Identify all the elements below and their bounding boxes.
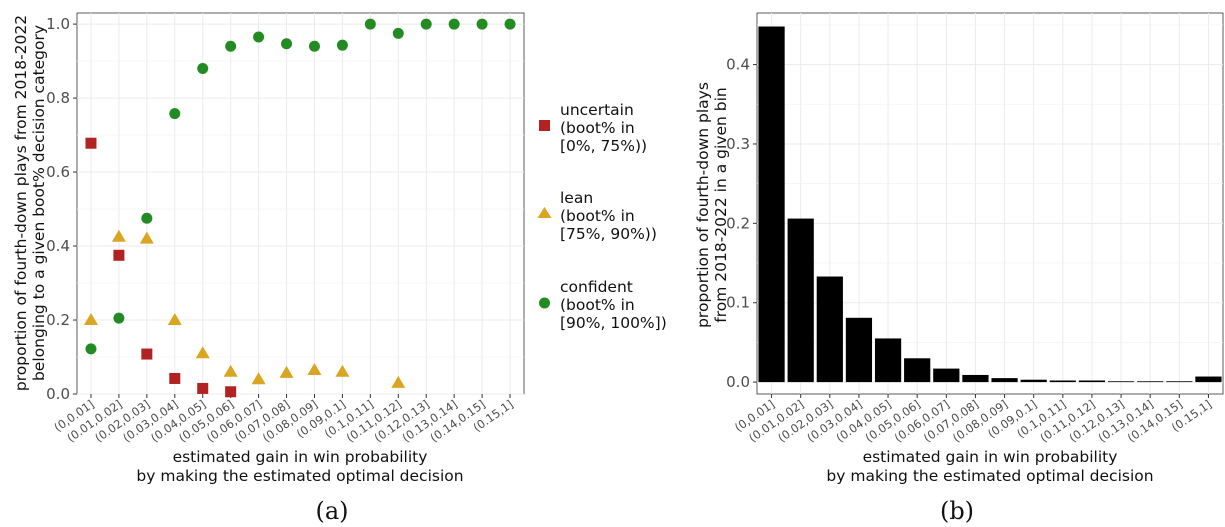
bar	[1107, 381, 1135, 383]
confident-point	[420, 18, 432, 30]
confident-point	[197, 62, 209, 74]
bar	[991, 378, 1018, 383]
lean-point	[111, 229, 126, 242]
legend-lean-line2: (boot% in	[560, 207, 635, 225]
legend-confident-line1: confident	[560, 278, 633, 296]
bar	[933, 368, 960, 383]
panel-a-y-tick-label: 0.8	[46, 89, 70, 107]
uncertain-point	[113, 249, 125, 261]
panel-b-gridlines	[757, 13, 1223, 394]
panel-b-bars	[758, 26, 1222, 383]
confident-point	[225, 40, 237, 52]
confident-point	[476, 18, 488, 30]
panel-a-data-points	[83, 18, 516, 398]
bar	[758, 26, 785, 383]
confident-point	[392, 27, 404, 39]
uncertain-point	[141, 348, 153, 360]
panel-b-x-label-line2: by making the estimated optimal decision	[826, 467, 1153, 485]
bar	[1166, 381, 1193, 383]
panel-a-y-label-line2: belonging to a given boot% decision cate…	[30, 25, 48, 381]
confident-point	[448, 18, 460, 30]
confident-point	[141, 212, 153, 224]
confident-point	[308, 40, 320, 52]
bar	[845, 317, 873, 383]
bar	[904, 358, 931, 383]
lean-point	[195, 346, 210, 359]
legend-confident-marker	[539, 297, 550, 309]
panel-a-plot-area	[76, 12, 525, 395]
bar	[1078, 380, 1106, 383]
panel-a-x-ticks: (0,0.01](0.01,0.02](0.02,0.03](0.03,0.04…	[51, 394, 516, 445]
panel-a-gridlines	[77, 13, 524, 395]
panel-a-x-label-line1: estimated gain in win probability	[173, 448, 428, 466]
confident-point	[85, 343, 97, 355]
lean-point	[391, 375, 406, 388]
bar	[1195, 376, 1222, 383]
panel-b-y-tick-label: 0.3	[726, 135, 750, 153]
lean-point	[139, 231, 154, 244]
panel-b-x-ticks: (0,0.01](0.01,0.02](0.02,0.03](0.03,0.04…	[732, 394, 1214, 445]
panel-b-y-tick-label: 0.4	[726, 56, 750, 74]
panel-b-y-tick-label: 0.0	[726, 373, 750, 391]
confident-point	[504, 18, 516, 30]
bar	[1020, 379, 1047, 383]
confident-point	[281, 38, 293, 50]
bar	[962, 374, 989, 383]
lean-point	[307, 362, 322, 375]
confident-point	[113, 312, 125, 324]
uncertain-point	[85, 137, 97, 149]
panel-b-y-tick-label: 0.1	[726, 294, 750, 312]
confident-point	[169, 108, 181, 120]
bar	[1137, 381, 1164, 383]
uncertain-point	[225, 386, 237, 398]
panel-b-y-ticks: 0.0 0.1 0.2 0.3 0.4	[726, 56, 757, 391]
panel-b-y-label-line1: proportion of fourth-down plays	[694, 82, 712, 328]
lean-point	[335, 364, 350, 377]
panel-a-y-ticks: 0.0 0.2 0.4 0.6 0.8 1.0	[46, 15, 77, 403]
panel-b-y-tick-label: 0.2	[726, 214, 750, 232]
bar	[1049, 380, 1076, 383]
panel-a-y-tick-label: 1.0	[46, 15, 70, 33]
confident-point	[253, 31, 265, 43]
panel-a-caption: (a)	[315, 497, 348, 525]
panel-a-y-tick-label: 0.2	[46, 311, 70, 329]
legend-confident-line3: [90%, 100%])	[560, 314, 667, 332]
confident-point	[336, 39, 348, 51]
panel-a-x-label-line2: by making the estimated optimal decision	[136, 467, 463, 485]
legend-lean-line1: lean	[560, 189, 593, 207]
bar	[874, 338, 902, 383]
legend-uncertain-marker	[539, 120, 550, 131]
lean-point	[167, 313, 182, 326]
panel-a-y-tick-label: 0.4	[46, 237, 70, 255]
legend-lean-line3: [75%, 90%))	[560, 225, 657, 243]
lean-point	[279, 365, 294, 378]
panel-a-y-label-line1: proportion of fourth-down plays from 201…	[12, 15, 30, 391]
confident-point	[364, 18, 376, 30]
legend-confident-line2: (boot% in	[560, 296, 635, 314]
panel-b-y-label-line2: from 2018-2022 in a given bin	[712, 87, 730, 322]
panel-b-caption: (b)	[940, 497, 974, 525]
lean-point	[83, 313, 98, 326]
lean-point	[251, 372, 266, 385]
uncertain-point	[169, 372, 181, 384]
legend-uncertain-line2: (boot% in	[560, 119, 635, 137]
lean-point	[223, 364, 238, 377]
panel-a-y-tick-label: 0.6	[46, 163, 70, 181]
panel-a-legend: uncertain (boot% in [0%, 75%)) lean (boo…	[537, 101, 667, 332]
panel-a-scatter-chart: 0.0 0.2 0.4 0.6 0.8 1.0 (0,0.01](0.01,0.02](0…	[12, 12, 667, 525]
legend-lean-marker	[537, 207, 552, 218]
bar	[816, 276, 843, 383]
legend-uncertain-line3: [0%, 75%))	[560, 137, 647, 155]
legend-uncertain-line1: uncertain	[560, 101, 634, 119]
bar	[787, 218, 814, 383]
panel-b-x-label-line1: estimated gain in win probability	[863, 448, 1118, 466]
uncertain-point	[197, 382, 209, 394]
panel-a-y-tick-label: 0.0	[46, 385, 70, 403]
panel-b-bar-chart: 0.0 0.1 0.2 0.3 0.4 (0,0.01](0.01,0.02](0.02…	[694, 12, 1224, 525]
